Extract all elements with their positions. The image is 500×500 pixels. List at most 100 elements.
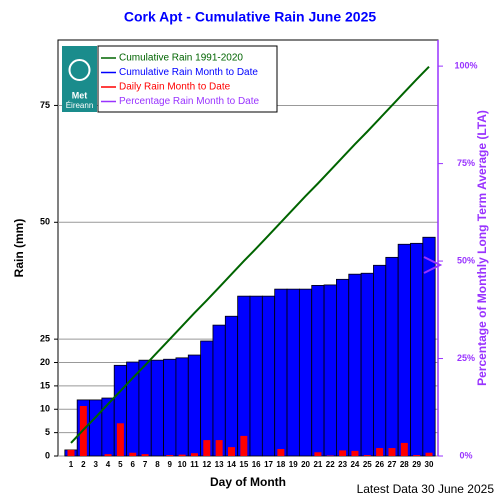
daily-bar bbox=[277, 448, 285, 456]
x-tick-label: 14 bbox=[227, 460, 236, 469]
chart-title: Cork Apt - Cumulative Rain June 2025 bbox=[124, 9, 377, 25]
cumulative-bar bbox=[200, 340, 214, 457]
cumulative-bar bbox=[175, 357, 189, 457]
cumulative-bar bbox=[274, 288, 288, 457]
x-tick-label: 9 bbox=[168, 460, 173, 469]
x-tick-label: 1 bbox=[69, 460, 74, 469]
x-tick-label: 13 bbox=[215, 460, 224, 469]
x-tick-label: 27 bbox=[388, 460, 397, 469]
cumulative-bar bbox=[323, 284, 337, 457]
x-axis-label: Day of Month bbox=[210, 475, 286, 489]
x-tick-label: 10 bbox=[178, 460, 187, 469]
cumulative-bar bbox=[101, 397, 115, 457]
daily-bar bbox=[400, 442, 408, 456]
y2-axis-label: Percentage of Monthly Long Term Average … bbox=[475, 110, 489, 386]
legend-box bbox=[97, 45, 278, 113]
daily-bar bbox=[240, 435, 248, 456]
cumulative-bar bbox=[212, 324, 226, 457]
daily-bar bbox=[314, 452, 322, 456]
y-axis-label: Rain (mm) bbox=[12, 219, 26, 278]
x-tick-label: 3 bbox=[93, 460, 98, 469]
x-tick-label: 30 bbox=[425, 460, 434, 469]
x-tick-label: 17 bbox=[264, 460, 273, 469]
logo-text: Met bbox=[72, 90, 88, 100]
daily-bar bbox=[116, 423, 124, 456]
x-tick-label: 20 bbox=[301, 460, 310, 469]
x-tick-label: 26 bbox=[375, 460, 384, 469]
x-tick-label: 5 bbox=[118, 460, 123, 469]
x-tick-label: 12 bbox=[202, 460, 211, 469]
x-tick-label: 7 bbox=[143, 460, 148, 469]
logo-icon bbox=[68, 59, 91, 81]
daily-bar bbox=[227, 447, 235, 456]
y-tick-label: 5 bbox=[45, 427, 50, 437]
cumulative-bar bbox=[410, 242, 424, 457]
y2-tick-label: 100% bbox=[454, 60, 477, 70]
cumulative-bar bbox=[311, 284, 325, 457]
x-tick-label: 11 bbox=[190, 460, 199, 469]
cumulative-bar bbox=[138, 359, 152, 457]
daily-bar bbox=[413, 455, 421, 456]
cumulative-bar bbox=[360, 272, 374, 457]
x-tick-label: 2 bbox=[81, 460, 86, 469]
y-tick-label: 50 bbox=[40, 217, 50, 227]
daily-bar bbox=[351, 450, 359, 456]
x-tick-label: 29 bbox=[412, 460, 421, 469]
x-tick-label: 4 bbox=[106, 460, 111, 469]
daily-bar bbox=[203, 440, 211, 456]
legend-label: Daily Rain Month to Date bbox=[119, 82, 231, 93]
cumulative-bar bbox=[187, 354, 202, 457]
daily-bar bbox=[166, 455, 174, 456]
daily-bar bbox=[190, 453, 198, 456]
x-tick-label: 18 bbox=[276, 460, 285, 469]
y2-tick-label: 0% bbox=[459, 450, 472, 460]
daily-bar bbox=[215, 440, 223, 456]
daily-bar bbox=[388, 448, 396, 456]
legend-label: Cumulative Rain 1991-2020 bbox=[119, 53, 243, 64]
x-tick-label: 22 bbox=[326, 460, 335, 469]
legend-label: Cumulative Rain Month to Date bbox=[119, 67, 258, 78]
footer: Latest Data 30 June 2025 bbox=[357, 482, 495, 496]
cumulative-bar bbox=[261, 295, 276, 457]
cumulative-bar bbox=[336, 278, 350, 457]
daily-bar bbox=[104, 454, 112, 456]
cumulative-bar bbox=[298, 288, 313, 457]
x-tick-label: 28 bbox=[400, 460, 409, 469]
x-tick-label: 24 bbox=[350, 460, 359, 469]
y-tick-label: 0 bbox=[45, 450, 50, 460]
cumulative-bar bbox=[237, 295, 251, 457]
x-tick-label: 16 bbox=[252, 460, 261, 469]
cumulative-bar bbox=[224, 315, 239, 457]
y-tick-label: 10 bbox=[40, 404, 50, 414]
percentage-marker bbox=[423, 256, 443, 274]
daily-bar bbox=[425, 452, 433, 456]
daily-bar bbox=[129, 452, 137, 456]
daily-bar bbox=[339, 450, 347, 456]
lta-line bbox=[70, 65, 430, 444]
cumulative-bar bbox=[150, 359, 164, 457]
y-tick-label: 25 bbox=[40, 334, 50, 344]
daily-bar bbox=[363, 455, 371, 456]
y-tick-label: 75 bbox=[40, 100, 50, 110]
y2-tick-label: 50% bbox=[457, 255, 475, 265]
daily-bar bbox=[178, 454, 186, 456]
cumulative-bar bbox=[348, 273, 362, 457]
cumulative-bar bbox=[249, 295, 263, 457]
daily-bar bbox=[67, 449, 75, 456]
cumulative-bar bbox=[126, 361, 140, 457]
cumulative-bar bbox=[397, 243, 411, 457]
x-tick-label: 25 bbox=[363, 460, 372, 469]
y2-tick-label: 25% bbox=[457, 353, 475, 363]
x-tick-label: 23 bbox=[338, 460, 347, 469]
legend-label: Percentage Rain Month to Date bbox=[119, 96, 260, 107]
x-tick-label: 21 bbox=[313, 460, 322, 469]
logo-text: Éireann bbox=[66, 101, 94, 110]
cumulative-bar bbox=[286, 288, 300, 457]
y-tick-label: 15 bbox=[40, 380, 50, 390]
x-tick-label: 15 bbox=[239, 460, 248, 469]
x-tick-label: 8 bbox=[155, 460, 160, 469]
cumulative-bar bbox=[373, 264, 387, 457]
x-tick-label: 19 bbox=[289, 460, 298, 469]
